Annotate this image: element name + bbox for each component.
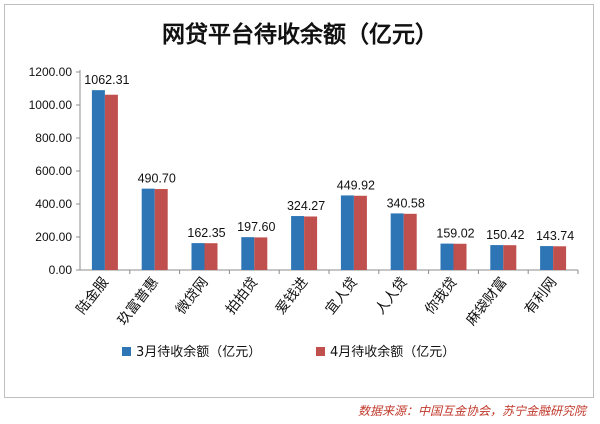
y-tick-label: 400.00	[35, 197, 72, 211]
bar-april	[403, 213, 417, 270]
bar-march	[390, 213, 404, 270]
y-tick-label: 600.00	[35, 164, 72, 178]
data-label: 150.42	[486, 228, 524, 242]
bar-april	[304, 216, 318, 270]
data-label: 159.02	[436, 227, 474, 241]
category-label: 微贷网	[173, 275, 211, 318]
legend-swatch	[122, 347, 131, 356]
bar-march	[191, 243, 205, 270]
bar-march	[490, 245, 504, 270]
category-label: 人人贷	[372, 275, 410, 318]
data-label: 162.35	[187, 226, 225, 240]
bar-march	[241, 237, 255, 270]
category-label: 玖富普惠	[114, 274, 162, 329]
bar-april	[353, 195, 367, 270]
chart-title: 网贷平台待收余额（亿元）	[162, 21, 438, 48]
bar-march	[91, 90, 105, 271]
data-label: 143.74	[536, 229, 574, 243]
bar-march	[141, 188, 155, 270]
legend-swatch	[316, 347, 325, 356]
category-label: 你我贷	[422, 275, 460, 318]
category-label: 陆金服	[74, 275, 112, 318]
bar-april	[503, 245, 517, 270]
legend-label: 4月待收余额（亿元）	[330, 344, 455, 360]
category-label: 麻袋财富	[463, 274, 511, 329]
source-note: 数据来源：中国互金协会，苏宁金融研究院	[357, 404, 586, 418]
bar-march	[540, 246, 554, 270]
y-tick-label: 1000.00	[29, 98, 73, 112]
y-tick-label: 800.00	[35, 131, 72, 145]
category-label: 有利网	[522, 275, 560, 318]
category-label: 爱钱进	[273, 275, 311, 318]
data-label: 1062.31	[84, 73, 129, 87]
y-tick-label: 0.00	[49, 263, 73, 277]
y-tick-label: 1200.00	[29, 65, 73, 79]
bar-march	[440, 243, 454, 270]
data-label: 449.92	[337, 178, 375, 192]
data-label: 197.60	[237, 220, 275, 234]
bar-april	[254, 237, 268, 270]
bar-april	[553, 246, 567, 270]
category-label: 拍拍贷	[223, 275, 261, 318]
y-tick-label: 200.00	[35, 230, 72, 244]
category-label: 宜人贷	[323, 275, 361, 318]
legend-label: 3月待收余额（亿元）	[136, 344, 261, 360]
data-label: 340.58	[387, 196, 425, 210]
bar-april	[154, 189, 168, 270]
bar-march	[291, 216, 305, 270]
bar-april	[204, 243, 218, 270]
bar-april	[104, 94, 118, 271]
data-label: 324.27	[287, 199, 325, 213]
data-label: 490.70	[138, 172, 176, 186]
bar-april	[453, 243, 467, 270]
bar-march	[340, 195, 354, 270]
